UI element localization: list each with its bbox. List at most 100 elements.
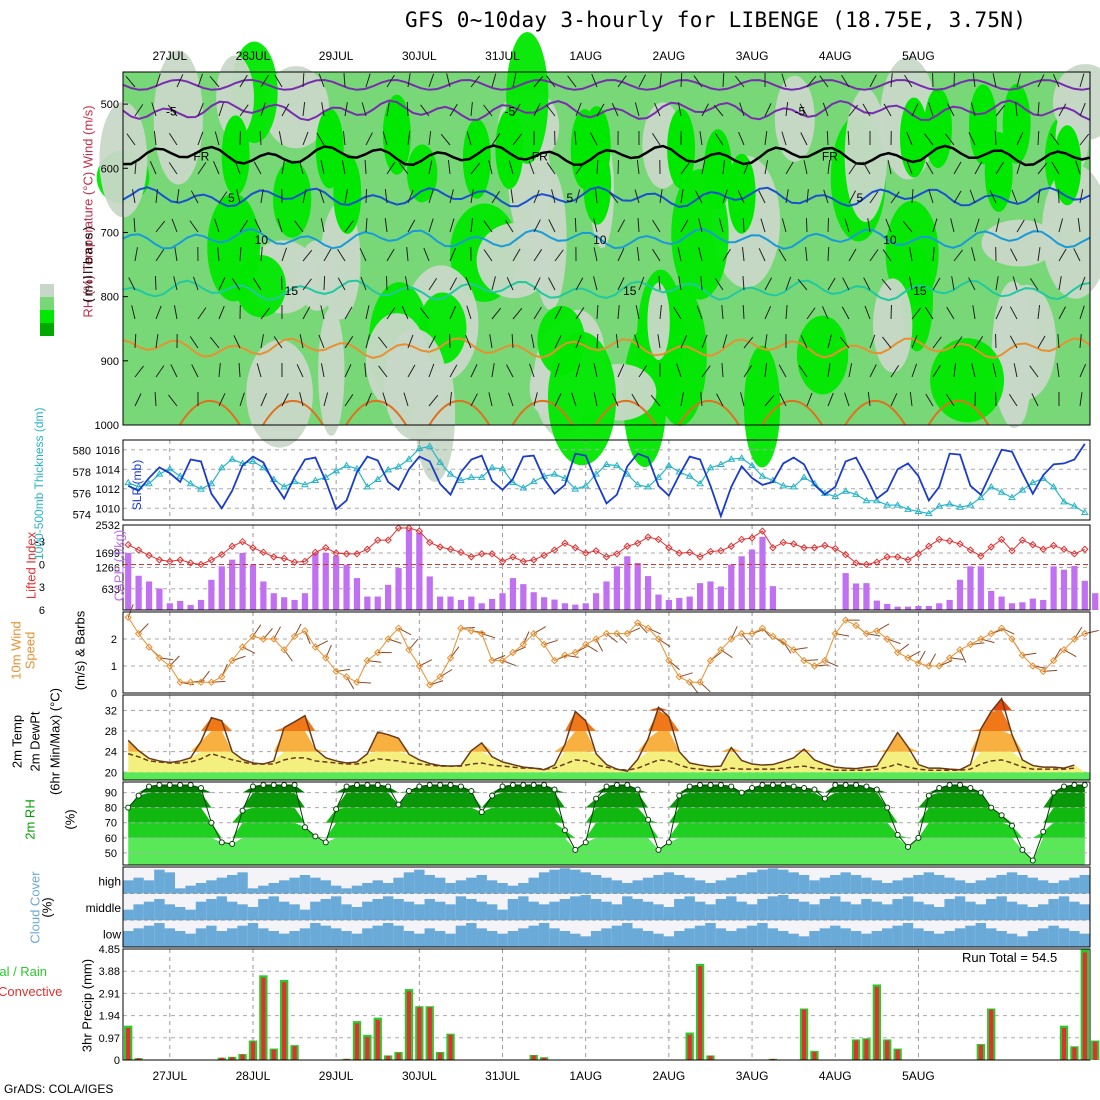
panel8-units: 3hr Precip (mm): [79, 958, 95, 1053]
wind-barb: [548, 219, 556, 233]
wind-speed-point: [436, 673, 444, 681]
wind-barb: [239, 219, 248, 233]
wind-barb: [848, 162, 858, 175]
lifted-index-point: [540, 551, 548, 560]
wind-barb: [677, 247, 682, 262]
wind-speed-point: [332, 667, 340, 676]
wind-barb: [575, 307, 585, 320]
wind-barb: [386, 248, 395, 262]
wind-barb: [722, 334, 728, 349]
lifted-index-point: [779, 538, 787, 547]
wind-barb: [721, 305, 724, 320]
cloud-bar: [476, 901, 487, 921]
cloud-bar: [299, 875, 311, 894]
wind-barb: [344, 220, 354, 233]
thickness-tick-label: 578: [73, 467, 91, 479]
cape-bar: [873, 600, 880, 610]
rh-point: [645, 816, 652, 823]
wind-barb: [173, 305, 178, 320]
wind-barb: [1037, 335, 1046, 349]
wind-barb: [574, 217, 577, 233]
wind-barb: [260, 74, 269, 88]
lifted-index-point: [155, 556, 164, 564]
wind-barb: [995, 161, 1004, 175]
precip-convective-bar: [240, 1054, 245, 1060]
rh-point: [884, 804, 891, 811]
wind-barb: [470, 393, 478, 407]
slp-tick-label: 1012: [96, 484, 120, 496]
wind-barb: [758, 190, 766, 204]
cloud-bar: [580, 895, 591, 921]
run-total-value: 54.5: [1031, 950, 1058, 965]
precip-convective-bar: [1082, 952, 1087, 1060]
thickness-point: [342, 461, 351, 469]
isotherm-label: 5: [228, 191, 235, 205]
wind-speed-point: [311, 643, 320, 651]
wind-barb: [1052, 73, 1060, 88]
rh-dry-patch: [216, 55, 255, 140]
wind-barb: [638, 276, 645, 291]
wind-barb: [673, 306, 682, 320]
cape-bar: [748, 549, 756, 610]
lifted-index-point: [758, 527, 767, 535]
rh-point: [977, 789, 984, 796]
wind-barb: [320, 363, 325, 378]
wind-barb: [617, 277, 625, 291]
thickness-point: [384, 465, 393, 473]
wind-barb: [365, 217, 368, 233]
cloud-bar: [944, 877, 955, 894]
wind-barb: [506, 364, 514, 378]
wind-barb: [636, 160, 640, 175]
cloud-bar: [486, 880, 498, 894]
wind-barb: [680, 189, 684, 204]
cloud-bar: [767, 868, 779, 894]
thickness-tick-label: 576: [73, 488, 91, 500]
wind-speed-point: [238, 643, 247, 651]
cloud-bar: [913, 928, 924, 947]
cape-bar: [655, 594, 662, 610]
wind-barb: [847, 130, 850, 146]
warm-dome-contour: [428, 399, 491, 426]
rh-point: [894, 831, 901, 838]
wind-barb: [212, 160, 220, 175]
wind-barb: [302, 189, 307, 204]
cloud-bar: [299, 909, 311, 921]
wind-barb: [848, 190, 857, 204]
panel8-label-convective: Convective: [0, 984, 63, 999]
wind-barb: [281, 393, 289, 407]
rh-point: [489, 792, 496, 799]
wind-barb: [844, 218, 850, 233]
wind-barb: [428, 218, 434, 233]
slp-panel-frame: [122, 439, 1091, 521]
cloud-bar: [902, 877, 914, 894]
rh-point: [1029, 857, 1036, 864]
lifted-index-point: [249, 544, 257, 552]
wind-barb: [925, 393, 934, 407]
wind-barb: [404, 276, 409, 291]
rh-dry-patch: [263, 66, 329, 149]
cape-bar: [249, 564, 257, 610]
rh-point: [759, 782, 766, 789]
cloud-bar: [299, 928, 311, 947]
rh-point: [291, 782, 298, 789]
cloud-bar: [1017, 875, 1028, 894]
warm-dome-contour: [511, 399, 574, 426]
cape-bar: [946, 599, 953, 610]
cloud-bar: [466, 923, 477, 947]
cloud-bar: [434, 931, 446, 947]
wind-barb: [131, 305, 136, 320]
cloud-bar: [611, 904, 623, 921]
cloud-bar: [684, 928, 695, 947]
thickness-point: [145, 479, 153, 487]
thickness-point: [498, 464, 507, 472]
wind-speed-point: [602, 629, 611, 638]
wind-barb: [1079, 334, 1082, 349]
temp-panel-frame: [122, 694, 1091, 781]
rh-point: [738, 789, 745, 796]
lifted-index-point: [893, 553, 902, 561]
wind-barb: [839, 336, 850, 349]
cape-bar: [489, 598, 496, 610]
lifted-index-point: [769, 544, 777, 552]
top-date-label: 5AUG: [902, 49, 935, 63]
precip-convective-bar: [250, 1041, 256, 1060]
